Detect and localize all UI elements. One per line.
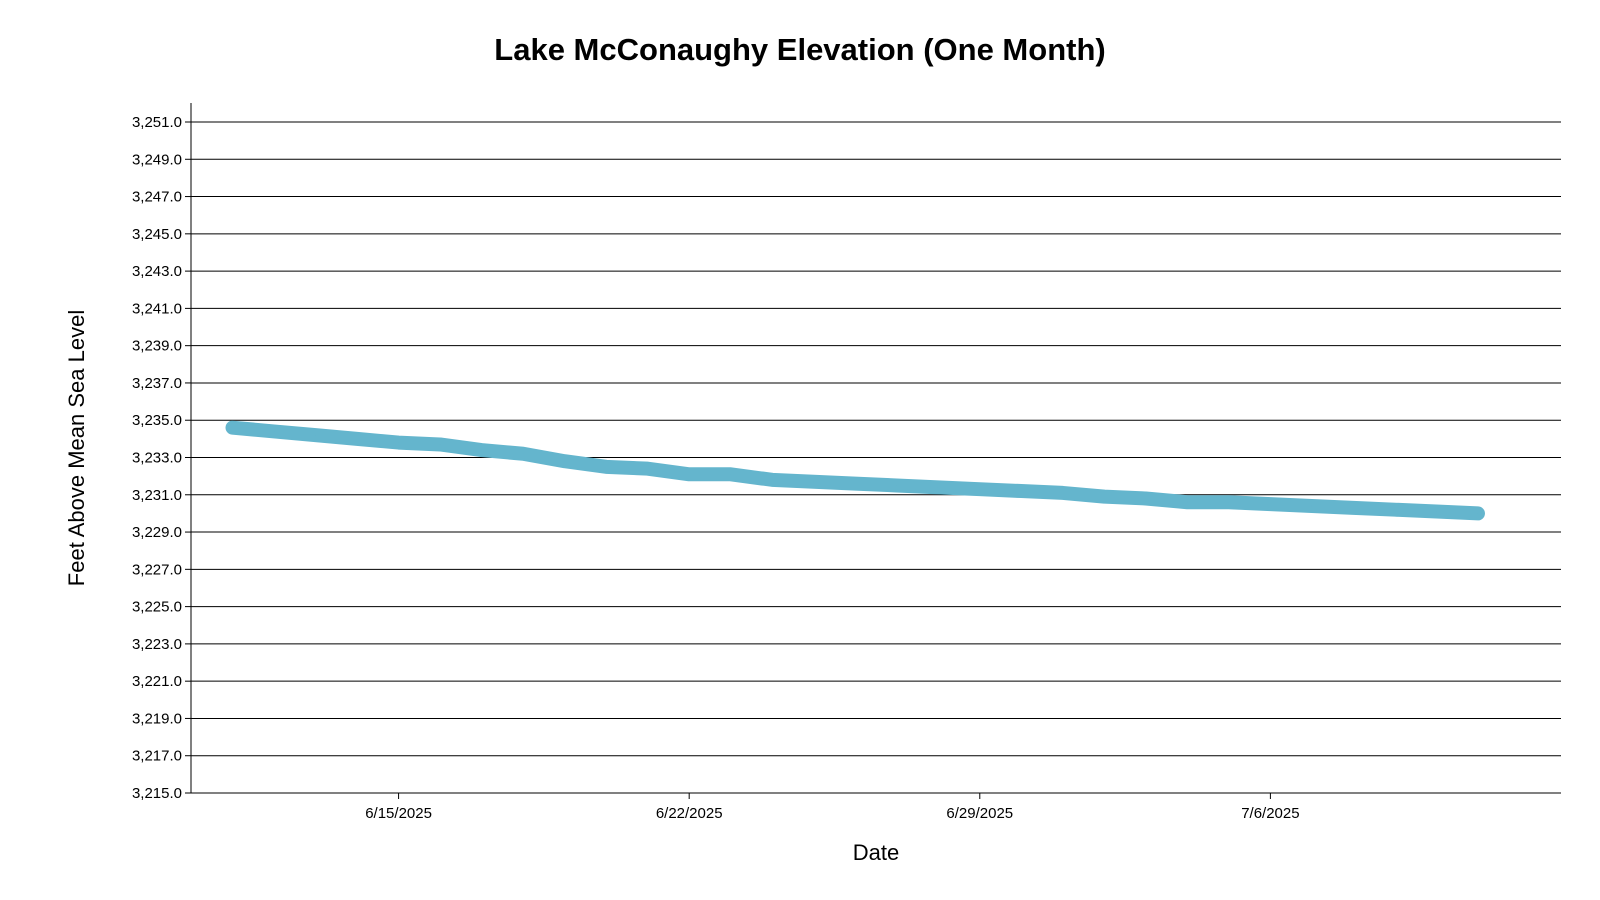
data-point (1311, 505, 1313, 507)
y-tick-label: 3,247.0 (132, 189, 182, 206)
x-tick-label: 6/22/2025 (656, 805, 723, 822)
data-point (647, 468, 649, 470)
data-point (1145, 498, 1147, 500)
y-tick-label: 3,233.0 (132, 450, 182, 467)
x-tick-label: 6/15/2025 (365, 805, 432, 822)
data-point (771, 479, 773, 481)
x-tick-label: 7/6/2025 (1241, 805, 1299, 822)
x-axis-ticks: 6/15/2025 6/22/2025 6/29/2025 7/6/2025 (365, 793, 1300, 822)
series-layer (225, 420, 1485, 521)
y-tick-label: 3,227.0 (132, 561, 182, 578)
data-point (564, 460, 566, 462)
data-point (1186, 501, 1188, 503)
data-point (605, 466, 607, 468)
data-point (896, 484, 898, 486)
data-point (1228, 501, 1230, 503)
y-tick-label: 3,243.0 (132, 263, 182, 280)
data-point (1103, 496, 1105, 498)
y-tick-label: 3,225.0 (132, 599, 182, 616)
data-point (522, 453, 524, 455)
y-tick-label: 3,249.0 (132, 151, 182, 168)
data-point (688, 473, 690, 475)
y-tick-label: 3,245.0 (132, 226, 182, 243)
data-point (1352, 507, 1354, 509)
data-point (1477, 512, 1479, 514)
data-point (979, 488, 981, 490)
y-tick-label: 3,223.0 (132, 636, 182, 653)
data-point (854, 483, 856, 485)
data-point (813, 481, 815, 483)
y-tick-label: 3,221.0 (132, 673, 182, 690)
chart-title: Lake McConaughy Elevation (One Month) (494, 32, 1105, 67)
y-tick-label: 3,237.0 (132, 375, 182, 392)
data-point (356, 438, 358, 440)
x-tick-label: 6/29/2025 (946, 805, 1013, 822)
y-axis-ticks: 3,215.0 3,217.0 3,219.0 3,221.0 3,223.0 3,225… (132, 114, 191, 802)
data-point (439, 443, 441, 445)
data-point (937, 486, 939, 488)
y-tick-label: 3,231.0 (132, 487, 182, 504)
data-point (273, 430, 275, 432)
y-tick-label: 3,235.0 (132, 412, 182, 429)
y-tick-label: 3,239.0 (132, 338, 182, 355)
data-point (315, 434, 317, 436)
y-tick-label: 3,229.0 (132, 524, 182, 541)
elevation-series-line (225, 420, 1485, 521)
y-tick-label: 3,215.0 (132, 785, 182, 802)
gridlines (191, 121, 1561, 794)
data-point (1062, 492, 1064, 494)
data-point (730, 473, 732, 475)
y-tick-label: 3,241.0 (132, 300, 182, 317)
data-point (232, 427, 234, 429)
data-point (1269, 503, 1271, 505)
y-axis-label: Feet Above Mean Sea Level (64, 310, 89, 586)
data-point (481, 449, 483, 451)
data-point (1020, 490, 1022, 492)
x-axis-label: Date (853, 840, 899, 865)
data-point (1394, 509, 1396, 511)
y-tick-label: 3,251.0 (132, 114, 182, 131)
y-tick-label: 3,219.0 (132, 710, 182, 727)
data-point (398, 442, 400, 444)
y-tick-label: 3,217.0 (132, 748, 182, 765)
data-point (1435, 511, 1437, 513)
